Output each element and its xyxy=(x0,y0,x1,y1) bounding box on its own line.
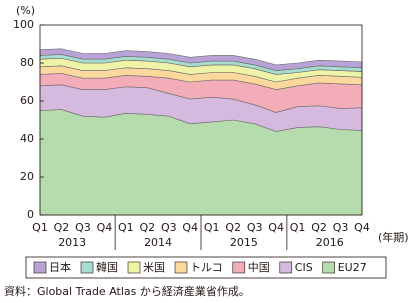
x-tick-label: Q1 xyxy=(204,221,220,234)
y-unit: (%) xyxy=(16,4,35,17)
legend-swatch xyxy=(80,261,94,274)
y-tick-label: 80 xyxy=(20,56,34,69)
legend-swatch xyxy=(33,261,47,274)
y-tick-label: 60 xyxy=(20,94,34,107)
source-note: 資料：Global Trade Atlas から経済産業省作成。 xyxy=(4,284,250,298)
x-unit: (年期) xyxy=(378,230,409,244)
legend-label: トルコ xyxy=(190,261,223,274)
legend-box xyxy=(25,256,387,279)
x-tick-label: Q2 xyxy=(225,221,241,234)
y-tick-label: 40 xyxy=(20,132,34,145)
legend-label: 韓国 xyxy=(96,261,118,274)
x-tick-label: Q4 xyxy=(97,221,113,234)
y-tick-label: 100 xyxy=(13,18,34,31)
year-label: 2013 xyxy=(58,236,86,249)
year-label: 2014 xyxy=(144,236,172,249)
x-tick-label: Q2 xyxy=(54,221,70,234)
year-label: 2015 xyxy=(230,236,258,249)
x-tick-label: Q3 xyxy=(75,221,91,234)
year-label: 2016 xyxy=(316,236,344,249)
y-tick-label: 20 xyxy=(20,170,34,183)
y-tick-label: 0 xyxy=(27,208,34,221)
x-tick-label: Q1 xyxy=(32,221,48,234)
x-tick-label: Q1 xyxy=(118,221,134,234)
x-tick-label: Q4 xyxy=(268,221,284,234)
legend-swatch xyxy=(232,261,246,274)
x-tick-label: Q2 xyxy=(139,221,155,234)
x-tick-label: Q2 xyxy=(311,221,327,234)
legend-swatch xyxy=(127,261,141,274)
legend-label: 日本 xyxy=(49,260,71,274)
legend-swatch xyxy=(322,261,336,274)
x-tick-label: Q4 xyxy=(182,221,198,234)
legend-swatch xyxy=(279,261,293,274)
legend-label: 中国 xyxy=(248,261,270,274)
x-tick-label: Q3 xyxy=(247,221,263,234)
x-tick-label: Q3 xyxy=(333,221,349,234)
x-tick-label: Q3 xyxy=(161,221,177,234)
x-tick-label: Q4 xyxy=(354,221,370,234)
legend-label: CIS xyxy=(295,261,313,274)
x-tick-label: Q1 xyxy=(290,221,306,234)
legend-label: 米国 xyxy=(143,261,165,274)
legend-label: EU27 xyxy=(338,261,367,274)
legend-swatch xyxy=(174,261,188,274)
